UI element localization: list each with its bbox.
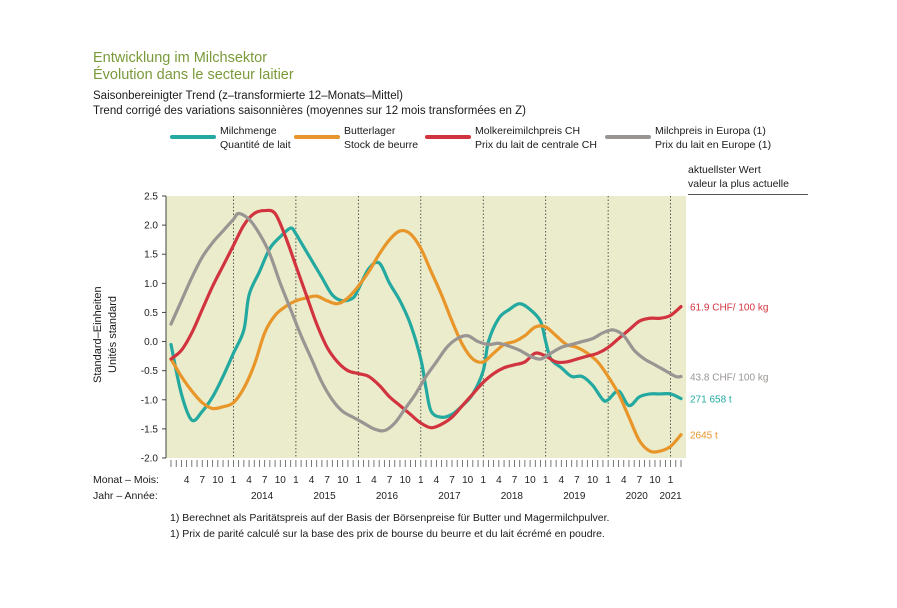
x-month-label: 4 — [309, 475, 315, 486]
x-year-label: 2014 — [251, 491, 274, 502]
x-month-label: 1 — [231, 475, 237, 486]
x-month-label: 1 — [668, 475, 674, 486]
x-month-label: 1 — [293, 475, 299, 486]
x-month-label: 10 — [212, 475, 224, 486]
x-month-label: 7 — [512, 475, 518, 486]
y-axis: 2.5 2.0 1.5 1.0 0.5 0.0 -0.5 -1.0 -1.5 -2.0 — [141, 192, 167, 465]
x-month-label: 4 — [496, 475, 502, 486]
x-month-label: 1 — [543, 475, 549, 486]
x-month-label: 4 — [371, 475, 377, 486]
x-year-label: 2019 — [563, 491, 586, 502]
legend-swatch — [425, 135, 471, 139]
footnote-de: 1) Berechnet als Paritätspreis auf der B… — [170, 512, 610, 524]
plot-area — [166, 196, 686, 458]
x-month-label: 7 — [262, 475, 268, 486]
series-end-label: 2645 t — [690, 431, 718, 442]
series-line-milchpreis-in-europa-1 — [169, 211, 683, 433]
x-year-label: 2016 — [376, 491, 399, 502]
x-month-label: 10 — [587, 475, 599, 486]
x-axis-year-label: Jahr – Année: — [93, 490, 158, 502]
legend-label: Milchmenge Quantité de lait — [220, 125, 291, 151]
y-tick-label: -2.0 — [141, 454, 159, 465]
x-month-label: 1 — [480, 475, 486, 486]
x-month-label: 1 — [605, 475, 611, 486]
series-line-molkereimilchpreis-ch — [169, 208, 683, 430]
y-tick-label: -1.5 — [141, 424, 159, 435]
y-tick-label: -0.5 — [141, 366, 159, 377]
title-de: Entwicklung im Milchsektor — [93, 50, 268, 66]
x-month-label: 10 — [400, 475, 412, 486]
x-axis: 4 7 10 1 4 7 10 1 4 7 10 1 4 7 10 1 4 7 10 1 4 7 10 1 4 7 10 1 4 7 10 1… — [170, 460, 682, 502]
y-tick-label: 2.0 — [144, 221, 158, 232]
y-tick-label: 2.5 — [144, 192, 158, 203]
footnote-fr: 1) Prix de parité calculé sur la base de… — [170, 528, 605, 540]
legend-label: Milchpreis in Europa (1) Prix du lait en … — [655, 125, 772, 151]
legend-label: Molkereimilchpreis CH Prix du lait de cen… — [475, 125, 597, 151]
legend-label: Butterlager Stock de beurre — [344, 125, 419, 151]
x-year-label: 2020 — [626, 491, 649, 502]
legend-swatch — [605, 135, 651, 139]
x-month-label: 4 — [559, 475, 565, 486]
x-year-label: 2015 — [313, 491, 336, 502]
series-line-milchmenge — [169, 226, 683, 423]
y-tick-label: 1.5 — [144, 250, 158, 261]
x-month-label: 7 — [637, 475, 643, 486]
series-lines — [169, 208, 683, 454]
x-month-label: 4 — [246, 475, 252, 486]
x-year-label: 2017 — [438, 491, 461, 502]
x-month-label: 7 — [387, 475, 393, 486]
x-month-label: 7 — [574, 475, 580, 486]
x-month-label: 10 — [337, 475, 349, 486]
series-line-butterlager — [169, 228, 683, 454]
y-tick-label: -1.0 — [141, 395, 159, 406]
x-month-label: 10 — [525, 475, 537, 486]
end-labels: 271 658 t 2645 t 61.9 CHF/ 100 kg 43.8 CHF/… — [690, 303, 768, 442]
title-fr: Évolution dans le secteur laitier — [93, 67, 294, 83]
x-month-label: 10 — [462, 475, 474, 486]
x-axis-month-label: Monat – Mois: — [93, 474, 159, 486]
x-month-label: 10 — [649, 475, 661, 486]
subtitle-de: Saisonbereinigter Trend (z–transformiert… — [93, 90, 404, 102]
y-tick-label: 1.0 — [144, 279, 158, 290]
x-month-label: 7 — [324, 475, 330, 486]
x-month-label: 1 — [356, 475, 362, 486]
legend-swatch — [294, 135, 340, 139]
series-end-label: 61.9 CHF/ 100 kg — [690, 303, 768, 314]
x-year-label: 2021 — [659, 491, 682, 502]
y-tick-label: 0.0 — [144, 337, 158, 348]
series-end-label: 43.8 CHF/ 100 kg — [690, 372, 768, 383]
y-tick-label: 0.5 — [144, 308, 158, 319]
legend-swatch — [170, 135, 216, 139]
x-year-label: 2018 — [501, 491, 524, 502]
series-end-label: 271 658 t — [690, 395, 732, 406]
x-month-label: 1 — [418, 475, 424, 486]
x-month-label: 4 — [184, 475, 190, 486]
x-month-label: 4 — [434, 475, 440, 486]
latest-value-divider — [688, 194, 808, 195]
x-month-label: 7 — [199, 475, 205, 486]
latest-value-note: aktuellster Wert valeur la plus actuelle — [688, 164, 789, 190]
x-month-label: 10 — [275, 475, 287, 486]
x-month-label: 7 — [449, 475, 455, 486]
x-month-label: 4 — [621, 475, 627, 486]
subtitle-fr: Trend corrigé des variations saisonnière… — [93, 105, 526, 117]
